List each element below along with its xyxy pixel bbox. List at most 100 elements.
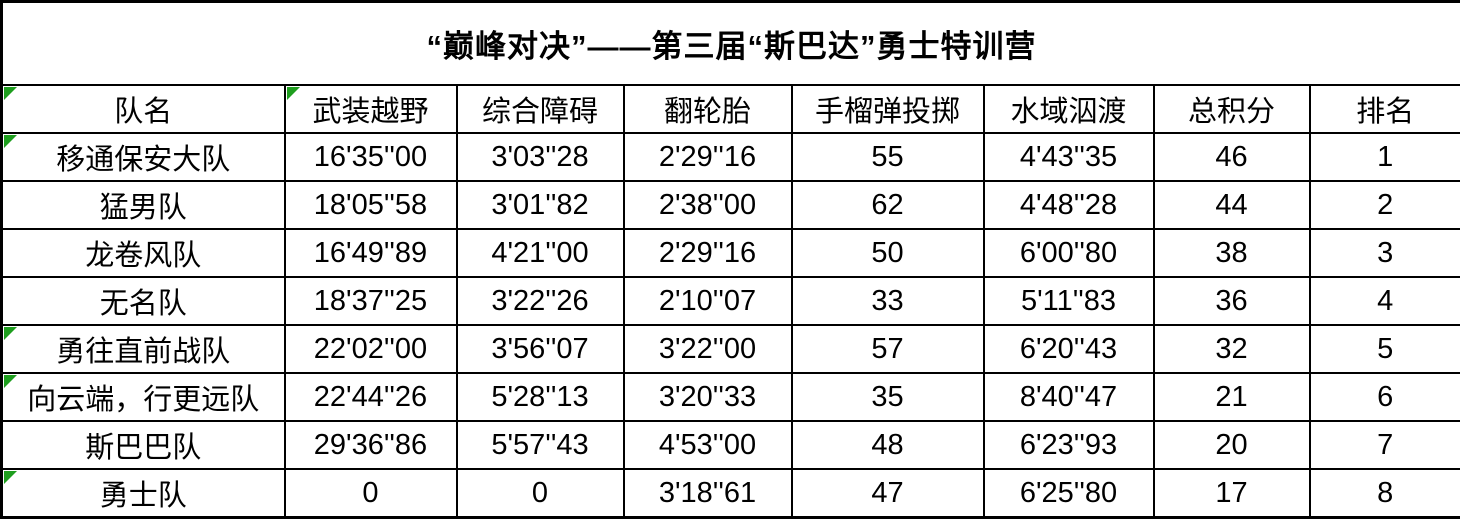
result-cell[interactable]: 2 <box>1310 181 1460 229</box>
result-cell[interactable]: 3'18''61 <box>624 469 792 518</box>
result-cell[interactable]: 2'29''16 <box>624 229 792 277</box>
result-cell[interactable]: 5'11''83 <box>984 277 1154 325</box>
result-cell[interactable]: 3'22''00 <box>624 325 792 373</box>
result-cell[interactable]: 4'53''00 <box>624 421 792 469</box>
result-cell[interactable]: 22'44''26 <box>285 373 457 421</box>
result-value: 7 <box>1377 429 1393 461</box>
result-value: 38 <box>1215 237 1247 269</box>
result-cell[interactable]: 4'43''35 <box>984 133 1154 181</box>
result-cell[interactable]: 6'20''43 <box>984 325 1154 373</box>
team-name-cell[interactable]: 向云端，行更远队 <box>2 373 285 421</box>
result-value: 44 <box>1215 189 1247 221</box>
result-value: 4'48''28 <box>1020 189 1117 221</box>
result-cell[interactable]: 5 <box>1310 325 1460 373</box>
column-header-cell-5[interactable]: 水域泅渡 <box>984 85 1154 133</box>
result-cell[interactable]: 48 <box>792 421 984 469</box>
result-cell[interactable]: 3'22''26 <box>457 277 624 325</box>
result-value: 47 <box>871 477 903 509</box>
result-value: 20 <box>1215 429 1247 461</box>
result-cell[interactable]: 6 <box>1310 373 1460 421</box>
result-value: 6'20''43 <box>1020 333 1117 365</box>
table-title-cell[interactable]: “巅峰对决”——第三届“斯巴达”勇士特训营 <box>2 2 1460 86</box>
result-value: 5'28''13 <box>491 381 588 413</box>
column-header-label: 翻轮胎 <box>664 96 751 128</box>
result-cell[interactable]: 6'00''80 <box>984 229 1154 277</box>
column-header-cell-3[interactable]: 翻轮胎 <box>624 85 792 133</box>
column-header-cell-2[interactable]: 综合障碍 <box>457 85 624 133</box>
result-value: 6'25''80 <box>1020 477 1117 509</box>
result-value: 46 <box>1215 141 1247 173</box>
result-cell[interactable]: 16'49''89 <box>285 229 457 277</box>
result-cell[interactable]: 4'21''00 <box>457 229 624 277</box>
result-cell[interactable]: 55 <box>792 133 984 181</box>
result-cell[interactable]: 3'01''82 <box>457 181 624 229</box>
team-name-cell[interactable]: 龙卷风队 <box>2 229 285 277</box>
team-name-cell[interactable]: 移通保安大队 <box>2 133 285 181</box>
column-header-cell-6[interactable]: 总积分 <box>1154 85 1310 133</box>
cell-error-indicator-triangle-icon <box>4 471 17 484</box>
result-cell[interactable]: 36 <box>1154 277 1310 325</box>
result-cell[interactable]: 50 <box>792 229 984 277</box>
result-cell[interactable]: 5'28''13 <box>457 373 624 421</box>
team-name-cell[interactable]: 勇往直前战队 <box>2 325 285 373</box>
result-cell[interactable]: 4 <box>1310 277 1460 325</box>
result-cell[interactable]: 0 <box>457 469 624 518</box>
result-cell[interactable]: 21 <box>1154 373 1310 421</box>
column-header-cell-7[interactable]: 排名 <box>1310 85 1460 133</box>
team-name: 移通保安大队 <box>56 144 230 176</box>
result-cell[interactable]: 5'57''43 <box>457 421 624 469</box>
column-header-label: 综合障碍 <box>482 96 598 128</box>
result-value: 35 <box>871 381 903 413</box>
column-header-cell-4[interactable]: 手榴弹投掷 <box>792 85 984 133</box>
column-header-cell-0[interactable]: 队名 <box>2 85 285 133</box>
team-name: 龙卷风队 <box>85 240 201 272</box>
result-value: 2'38''00 <box>659 189 756 221</box>
result-cell[interactable]: 57 <box>792 325 984 373</box>
result-cell[interactable]: 62 <box>792 181 984 229</box>
header-row: 队名武装越野综合障碍 翻轮胎 手榴弹投掷水域泅渡总积分排名 <box>2 85 1460 133</box>
team-name-cell[interactable]: 勇士队 <box>2 469 285 518</box>
result-cell[interactable]: 8'40''47 <box>984 373 1154 421</box>
result-cell[interactable]: 47 <box>792 469 984 518</box>
result-value: 16'49''89 <box>314 237 427 269</box>
result-value: 62 <box>871 189 903 221</box>
result-cell[interactable]: 4'48''28 <box>984 181 1154 229</box>
result-value: 16'35''00 <box>314 141 427 173</box>
result-value: 3'18''61 <box>659 477 756 509</box>
cell-error-indicator-triangle-icon <box>4 375 17 388</box>
result-cell[interactable]: 2'29''16 <box>624 133 792 181</box>
result-cell[interactable]: 32 <box>1154 325 1310 373</box>
result-cell[interactable]: 1 <box>1310 133 1460 181</box>
result-cell[interactable]: 3'03''28 <box>457 133 624 181</box>
result-cell[interactable]: 3'20''33 <box>624 373 792 421</box>
result-cell[interactable]: 0 <box>285 469 457 518</box>
team-name-cell[interactable]: 猛男队 <box>2 181 285 229</box>
result-cell[interactable]: 7 <box>1310 421 1460 469</box>
result-cell[interactable]: 16'35''00 <box>285 133 457 181</box>
result-cell[interactable]: 17 <box>1154 469 1310 518</box>
result-cell[interactable]: 35 <box>792 373 984 421</box>
result-cell[interactable]: 6'23''93 <box>984 421 1154 469</box>
result-cell[interactable]: 33 <box>792 277 984 325</box>
result-cell[interactable]: 29'36''86 <box>285 421 457 469</box>
result-cell[interactable]: 22'02''00 <box>285 325 457 373</box>
result-cell[interactable]: 38 <box>1154 229 1310 277</box>
result-cell[interactable]: 46 <box>1154 133 1310 181</box>
column-header-cell-1[interactable]: 武装越野 <box>285 85 457 133</box>
result-cell[interactable]: 20 <box>1154 421 1310 469</box>
team-name-cell[interactable]: 斯巴巴队 <box>2 421 285 469</box>
result-cell[interactable]: 18'05''58 <box>285 181 457 229</box>
result-cell[interactable]: 8 <box>1310 469 1460 518</box>
team-name-cell[interactable]: 无名队 <box>2 277 285 325</box>
result-cell[interactable]: 3 <box>1310 229 1460 277</box>
result-cell[interactable]: 44 <box>1154 181 1310 229</box>
result-cell[interactable]: 18'37''25 <box>285 277 457 325</box>
result-cell[interactable]: 2'38''00 <box>624 181 792 229</box>
result-cell[interactable]: 6'25''80 <box>984 469 1154 518</box>
result-cell[interactable]: 2'10''07 <box>624 277 792 325</box>
cell-error-indicator-triangle-icon <box>287 87 300 100</box>
result-cell[interactable]: 3'56''07 <box>457 325 624 373</box>
